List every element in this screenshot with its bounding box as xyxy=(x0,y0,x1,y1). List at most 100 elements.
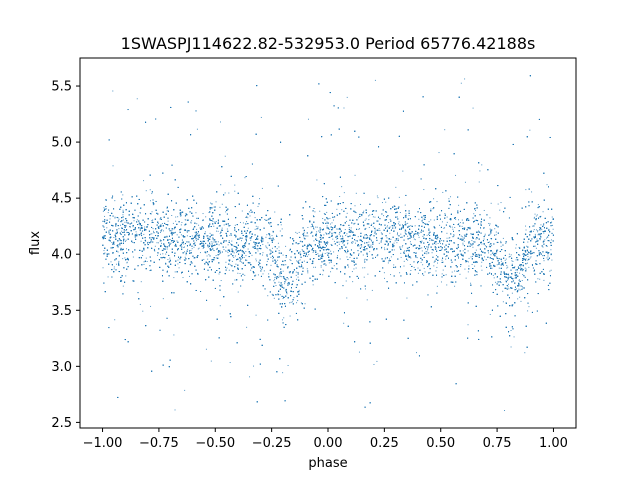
data-point xyxy=(245,251,247,253)
data-point xyxy=(483,244,485,246)
data-point xyxy=(286,293,288,295)
data-point xyxy=(341,209,343,211)
data-point xyxy=(132,256,134,258)
data-point xyxy=(170,242,172,244)
data-point xyxy=(542,255,544,257)
data-point xyxy=(253,365,255,367)
data-point xyxy=(533,216,535,218)
data-point xyxy=(387,225,389,227)
data-point xyxy=(458,219,459,221)
data-point xyxy=(300,302,302,304)
data-point xyxy=(298,289,300,291)
data-point xyxy=(131,241,133,243)
data-point xyxy=(358,228,360,230)
data-point xyxy=(538,252,540,254)
data-point xyxy=(121,230,123,232)
data-point xyxy=(346,220,348,222)
data-point xyxy=(390,274,392,276)
data-point xyxy=(221,243,223,245)
data-point xyxy=(465,277,467,279)
data-point xyxy=(131,233,133,235)
data-point xyxy=(327,241,329,243)
data-point xyxy=(211,243,213,245)
data-point xyxy=(136,98,138,100)
data-point xyxy=(549,240,551,242)
data-point xyxy=(161,223,163,225)
data-point xyxy=(462,244,464,246)
data-point xyxy=(278,277,280,279)
data-point xyxy=(261,266,263,268)
data-point xyxy=(277,259,279,261)
data-point xyxy=(253,248,255,249)
data-point xyxy=(315,250,317,252)
data-point xyxy=(399,272,401,274)
data-point xyxy=(241,210,243,212)
data-point xyxy=(393,205,395,207)
data-point xyxy=(454,226,456,228)
data-point xyxy=(396,242,398,244)
data-point xyxy=(290,301,292,303)
data-point xyxy=(462,239,464,241)
data-point xyxy=(530,256,532,258)
data-point xyxy=(442,191,444,193)
data-point xyxy=(257,248,259,250)
data-point xyxy=(305,255,307,257)
data-point xyxy=(142,310,144,312)
data-point xyxy=(150,233,152,235)
data-point xyxy=(543,225,545,227)
data-point xyxy=(480,265,482,267)
data-point xyxy=(365,227,367,229)
data-point xyxy=(346,240,348,242)
data-point xyxy=(416,257,418,259)
data-point xyxy=(396,216,398,218)
data-point xyxy=(400,233,402,235)
data-point xyxy=(481,164,483,166)
data-point xyxy=(147,241,149,243)
data-point xyxy=(266,234,268,236)
data-point xyxy=(495,231,497,233)
data-point xyxy=(194,236,196,238)
data-point xyxy=(299,259,301,261)
data-point xyxy=(358,245,360,247)
data-point xyxy=(370,240,372,242)
data-point xyxy=(119,243,121,245)
data-point xyxy=(254,228,256,230)
data-point xyxy=(205,348,207,350)
data-point xyxy=(285,256,287,258)
data-point xyxy=(149,189,151,191)
data-point xyxy=(294,257,296,259)
data-point xyxy=(149,200,151,202)
data-point xyxy=(525,225,527,227)
data-point xyxy=(260,116,262,118)
data-point xyxy=(410,257,412,259)
data-point xyxy=(535,260,537,262)
data-point xyxy=(357,217,359,219)
data-point xyxy=(539,278,541,280)
data-point xyxy=(198,247,200,249)
data-point xyxy=(228,254,230,256)
data-point xyxy=(167,259,169,261)
data-point xyxy=(475,249,477,251)
data-point xyxy=(464,181,466,183)
data-point xyxy=(242,222,244,224)
data-point xyxy=(346,256,348,258)
data-point xyxy=(393,230,395,232)
data-point xyxy=(303,237,305,239)
data-point xyxy=(215,230,217,232)
data-point xyxy=(263,270,265,272)
data-point xyxy=(219,206,221,208)
data-point xyxy=(364,219,366,221)
data-point xyxy=(140,281,142,283)
data-point xyxy=(143,180,145,182)
data-point xyxy=(539,233,541,235)
data-point xyxy=(478,253,480,255)
data-point xyxy=(441,249,443,251)
data-point xyxy=(272,230,274,232)
data-point xyxy=(502,301,504,303)
data-point xyxy=(280,275,282,277)
data-point xyxy=(255,260,257,262)
data-point xyxy=(247,248,249,250)
data-point xyxy=(197,232,199,234)
data-point xyxy=(269,223,271,225)
data-point xyxy=(325,232,327,234)
